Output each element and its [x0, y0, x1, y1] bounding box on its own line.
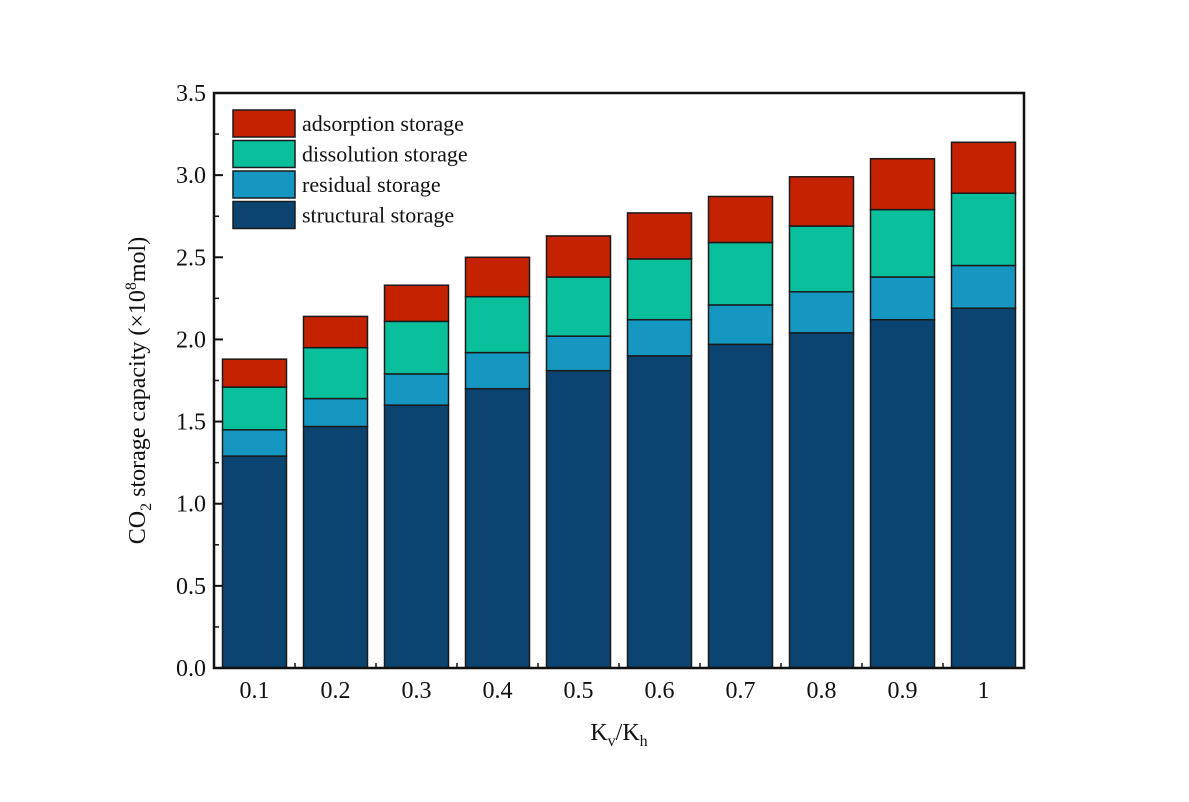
x-axis-title: Kv/Kh	[590, 720, 647, 750]
x-axis-title-sub2: h	[640, 733, 648, 750]
bar-adsorption-storage-0.4	[464, 256, 531, 298]
bar-adsorption-storage-0.1	[221, 358, 288, 388]
x-axis-title-k2: K	[622, 720, 640, 746]
x-tick-label: 0.9	[888, 678, 918, 704]
bar-residual-storage-0.8	[788, 291, 855, 334]
bar-dissolution-storage-0.2	[302, 346, 369, 400]
bar-dissolution-storage-0.1	[221, 386, 288, 431]
x-axis: 0.1 0.2 0.3 0.4 0.5 0.6 0.7 0.8 0.9 1	[240, 663, 990, 704]
bar-structural-storage-0.1	[221, 455, 288, 669]
legend-swatch-residual-storage	[232, 170, 296, 199]
y-tick-label: 0.0	[176, 656, 206, 682]
bar-adsorption-storage-0.6	[626, 212, 693, 260]
bar-dissolution-storage-0.7	[707, 241, 774, 306]
bar-dissolution-storage-0.9	[869, 208, 936, 278]
y-axis-title-mid: storage capacity (×10	[125, 290, 151, 503]
y-tick-label: 3.5	[176, 81, 206, 107]
y-tick-label: 2.0	[176, 327, 206, 353]
bar-residual-storage-0.5	[545, 335, 612, 372]
bar-dissolution-storage-0.5	[545, 276, 612, 337]
bar-structural-storage-0.7	[707, 343, 774, 669]
x-tick-label: 0.7	[726, 678, 756, 704]
x-tick-label: 0.8	[807, 678, 837, 704]
bar-residual-storage-0.4	[464, 351, 531, 390]
x-tick-label: 0.4	[483, 678, 513, 704]
x-tick-label: 0.1	[240, 678, 270, 704]
bar-dissolution-storage-0.8	[788, 225, 855, 293]
y-axis-title-post: mol)	[125, 237, 151, 282]
y-tick-label: 1.5	[176, 410, 206, 436]
legend-label-residual-storage: residual storage	[302, 172, 441, 197]
bar-dissolution-storage-0.3	[383, 320, 450, 375]
y-axis-title-pre: CO	[125, 511, 151, 544]
bar-adsorption-storage-0.8	[788, 176, 855, 227]
x-tick-label: 1	[978, 678, 990, 704]
y-axis-title-sub: 2	[138, 503, 155, 511]
legend-swatch-dissolution-storage	[232, 139, 296, 169]
bar-dissolution-storage-0.6	[626, 258, 693, 321]
legend-swatch-structural-storage	[232, 200, 296, 230]
bar-adsorption-storage-0.3	[383, 284, 450, 323]
bar-structural-storage-0.4	[464, 387, 531, 669]
bar-structural-storage-0.9	[869, 318, 936, 669]
bar-structural-storage-1	[950, 307, 1017, 669]
legend-label-dissolution-storage: dissolution storage	[302, 142, 468, 167]
bar-adsorption-storage-0.5	[545, 235, 612, 278]
bar-dissolution-storage-0.4	[464, 295, 531, 354]
y-axis-title: CO2 storage capacity (×108mol)	[123, 237, 155, 544]
legend: adsorption storage dissolution storage res…	[232, 109, 468, 230]
bar-residual-storage-0.1	[221, 429, 288, 457]
bars-group	[221, 141, 1017, 669]
bar-adsorption-storage-0.7	[707, 195, 774, 244]
bar-structural-storage-0.6	[626, 355, 693, 669]
y-tick-label: 3.0	[176, 163, 206, 189]
y-tick-label: 2.5	[176, 245, 206, 271]
y-axis-title-sup: 8	[123, 282, 140, 290]
legend-label-adsorption-storage: adsorption storage	[302, 111, 464, 136]
bar-residual-storage-0.2	[302, 397, 369, 428]
bar-dissolution-storage-1	[950, 192, 1017, 267]
x-axis-title-k1: K	[590, 720, 608, 746]
bar-adsorption-storage-1	[950, 141, 1017, 194]
bar-residual-storage-0.6	[626, 318, 693, 357]
legend-swatch-adsorption-storage	[232, 109, 296, 138]
bar-structural-storage-0.3	[383, 404, 450, 669]
bar-structural-storage-0.8	[788, 332, 855, 669]
y-tick-label: 1.0	[176, 492, 206, 518]
x-axis-title-sub1: v	[608, 733, 616, 750]
x-tick-label: 0.2	[321, 678, 351, 704]
bar-structural-storage-0.5	[545, 369, 612, 669]
bar-residual-storage-1	[950, 264, 1017, 309]
x-axis-title-slash: /	[616, 720, 623, 746]
legend-label-structural-storage: structural storage	[302, 203, 454, 228]
bar-adsorption-storage-0.9	[869, 157, 936, 211]
x-tick-label: 0.6	[645, 678, 675, 704]
bar-structural-storage-0.2	[302, 425, 369, 669]
bar-residual-storage-0.3	[383, 373, 450, 406]
bar-residual-storage-0.9	[869, 276, 936, 321]
bar-residual-storage-0.7	[707, 304, 774, 346]
y-tick-label: 0.5	[176, 574, 206, 600]
bar-adsorption-storage-0.2	[302, 315, 369, 349]
x-tick-label: 0.5	[564, 678, 594, 704]
x-tick-label: 0.3	[402, 678, 432, 704]
y-axis: 0.0 0.5 1.0 1.5 2.0 2.5 3.0 3.5	[176, 81, 223, 682]
